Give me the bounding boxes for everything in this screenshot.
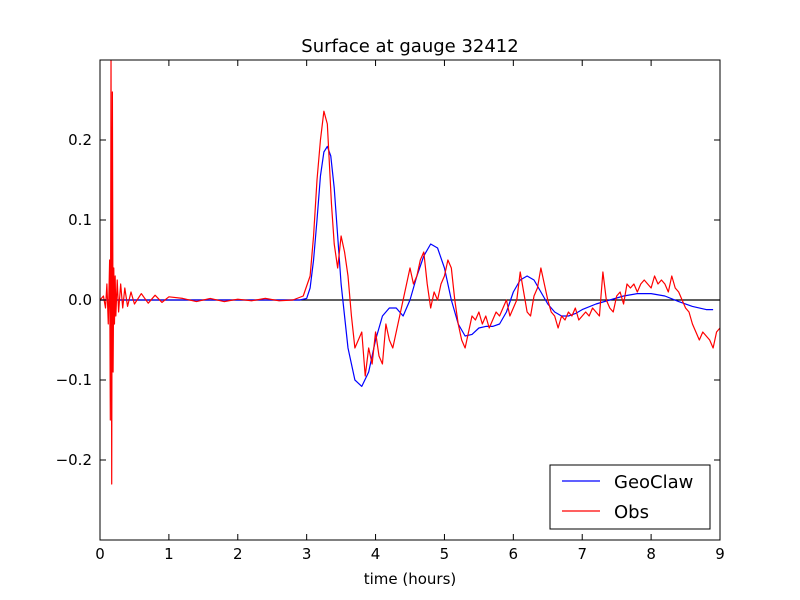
y-tick-label: 0.0	[68, 291, 92, 309]
series-group	[100, 60, 720, 485]
plot-area: 0 1 2 3 4 5 6 7 8 9 0.2 0.1 0.0 −0.1 −0.2	[56, 59, 725, 563]
series-line-obs	[100, 60, 720, 485]
legend-box	[549, 464, 711, 530]
legend-label-geoclaw: GeoClaw	[614, 472, 693, 493]
x-axis-label: time (hours)	[364, 570, 457, 588]
x-tick-label: 3	[302, 545, 312, 563]
legend: GeoClaw Obs	[549, 464, 711, 530]
y-tick-label: 0.2	[68, 131, 92, 149]
y-tick-label: −0.2	[56, 451, 92, 469]
x-tick-label: 0	[95, 545, 105, 563]
x-tick-label: 1	[164, 545, 174, 563]
x-tick-label: 8	[646, 545, 656, 563]
legend-label-obs: Obs	[614, 502, 649, 523]
y-tick-label: −0.1	[56, 371, 92, 389]
x-tick-label: 9	[715, 545, 725, 563]
x-tick-label: 6	[509, 545, 519, 563]
x-tick-label: 7	[577, 545, 587, 563]
series-line-geoclaw	[100, 145, 714, 387]
x-tick-label: 4	[371, 545, 381, 563]
ticks-group: 0 1 2 3 4 5 6 7 8 9 0.2 0.1 0.0 −0.1 −0.2	[56, 60, 725, 563]
y-tick-label: 0.1	[68, 211, 92, 229]
x-tick-label: 5	[440, 545, 450, 563]
chart-title: Surface at gauge 32412	[301, 36, 518, 57]
x-tick-label: 2	[233, 545, 243, 563]
